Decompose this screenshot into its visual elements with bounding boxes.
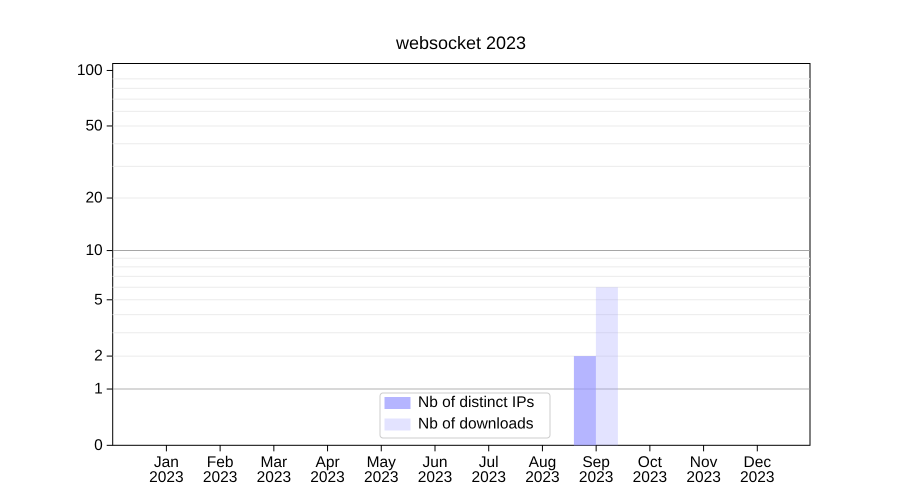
svg-text:2023: 2023	[149, 469, 183, 486]
svg-text:2023: 2023	[257, 469, 291, 486]
svg-text:websocket 2023: websocket 2023	[395, 33, 526, 53]
svg-text:2023: 2023	[740, 469, 774, 486]
svg-text:2023: 2023	[633, 469, 667, 486]
svg-text:2023: 2023	[364, 469, 398, 486]
svg-text:1: 1	[94, 381, 103, 398]
svg-text:2023: 2023	[203, 469, 237, 486]
svg-text:2023: 2023	[471, 469, 505, 486]
svg-text:2023: 2023	[310, 469, 344, 486]
svg-text:Nb of distinct IPs: Nb of distinct IPs	[418, 394, 535, 411]
svg-text:0: 0	[94, 437, 103, 454]
svg-text:2023: 2023	[579, 469, 613, 486]
svg-text:10: 10	[85, 242, 103, 259]
svg-text:20: 20	[85, 190, 103, 207]
svg-text:2023: 2023	[686, 469, 720, 486]
svg-text:50: 50	[85, 118, 103, 135]
svg-text:2: 2	[94, 348, 103, 365]
svg-text:100: 100	[77, 62, 103, 79]
svg-text:Nb of downloads: Nb of downloads	[418, 416, 534, 433]
svg-text:5: 5	[94, 291, 103, 308]
svg-text:2023: 2023	[525, 469, 559, 486]
svg-text:2023: 2023	[418, 469, 452, 486]
